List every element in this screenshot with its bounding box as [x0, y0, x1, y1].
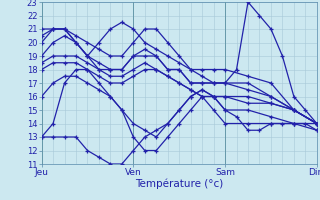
X-axis label: Température (°c): Température (°c) — [135, 179, 223, 189]
